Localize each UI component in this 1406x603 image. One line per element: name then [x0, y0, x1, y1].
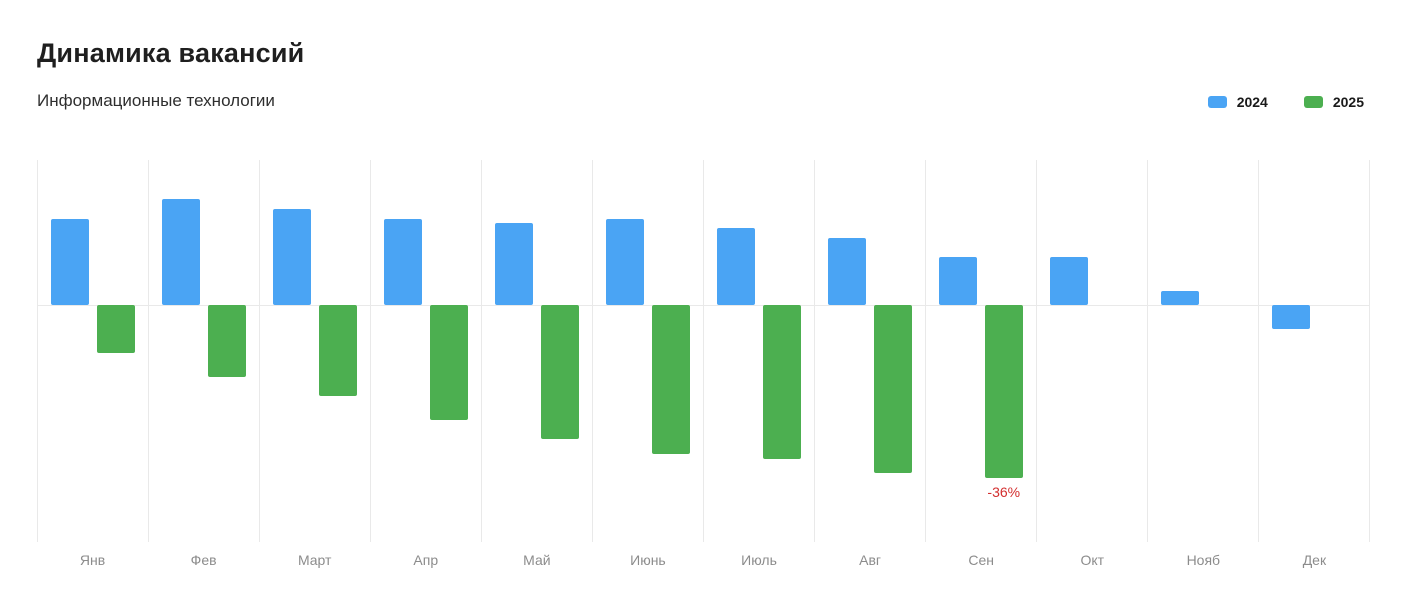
chart-column: [1258, 160, 1369, 542]
bar-2024-Март[interactable]: [273, 209, 312, 305]
page-title: Динамика вакансий: [37, 38, 305, 68]
bar-2024-Окт[interactable]: [1050, 257, 1089, 305]
bar-2024-Фев[interactable]: [162, 199, 201, 305]
legend-item-2025[interactable]: 2025: [1303, 94, 1364, 110]
bar-2024-Сен[interactable]: [939, 257, 978, 305]
chart-column: [703, 160, 814, 542]
bar-2024-Янв[interactable]: [51, 218, 90, 305]
chart-column: [370, 160, 481, 542]
bar-2024-Дек[interactable]: [1272, 305, 1311, 329]
bar-2024-Май[interactable]: [495, 223, 534, 305]
bar-2025-Май[interactable]: [540, 305, 579, 440]
x-axis-label: Март: [297, 552, 332, 568]
chart-column: [259, 160, 370, 542]
bar-2024-Нояб[interactable]: [1161, 290, 1200, 305]
x-axis-label: Июнь: [630, 552, 666, 568]
chart-column: [148, 160, 259, 542]
x-axis-label: Май: [523, 552, 551, 568]
chart-column: [37, 160, 148, 542]
bar-2025-Авг[interactable]: [873, 305, 912, 473]
bar-2025-Сен[interactable]: [984, 305, 1023, 478]
legend-label: 2025: [1332, 94, 1364, 110]
chart-column: [1147, 160, 1258, 542]
x-axis-label: Дек: [1302, 552, 1327, 568]
chart-column: [481, 160, 592, 542]
legend-swatch: [1303, 96, 1323, 108]
page-subtitle: Информационные технологии: [37, 91, 275, 110]
bar-2025-Март[interactable]: [318, 305, 357, 397]
x-axis-label: Авг: [859, 552, 882, 568]
bar-2025-Июль[interactable]: [762, 305, 801, 459]
legend-label: 2024: [1236, 94, 1268, 110]
x-axis-label: Окт: [1080, 552, 1105, 568]
x-axis-label: Янв: [79, 552, 106, 568]
x-axis-label: Фев: [190, 552, 217, 568]
chart-column: [1036, 160, 1147, 542]
legend-item-2024[interactable]: 2024: [1207, 94, 1268, 110]
x-axis-label: Нояб: [1186, 552, 1221, 568]
bar-2025-Янв[interactable]: [96, 305, 135, 353]
bar-2025-Фев[interactable]: [207, 305, 246, 377]
chart-column: [814, 160, 925, 542]
bar-2024-Апр[interactable]: [384, 218, 423, 305]
bar-2024-Июль[interactable]: [717, 228, 756, 305]
x-axis-label: Сен: [968, 552, 994, 568]
plot-area: -36%: [37, 160, 1370, 542]
bar-2025-Июнь[interactable]: [651, 305, 690, 454]
x-axis: Янв Фев Март Апр Май Июнь Июль Авг Сен Окт Нояб Дек: [37, 552, 1370, 568]
bar-2024-Авг[interactable]: [828, 237, 867, 305]
chart-column: [592, 160, 703, 542]
x-axis-label: Апр: [413, 552, 439, 568]
bar-2024-Июнь[interactable]: [606, 218, 645, 305]
chart-column: -36%: [925, 160, 1036, 542]
legend: 2024 2025: [1207, 94, 1364, 110]
bar-2025-Апр[interactable]: [429, 305, 468, 421]
bar-annotation: -36%: [987, 483, 1021, 500]
x-axis-label: Июль: [741, 552, 777, 568]
legend-swatch: [1207, 96, 1227, 108]
